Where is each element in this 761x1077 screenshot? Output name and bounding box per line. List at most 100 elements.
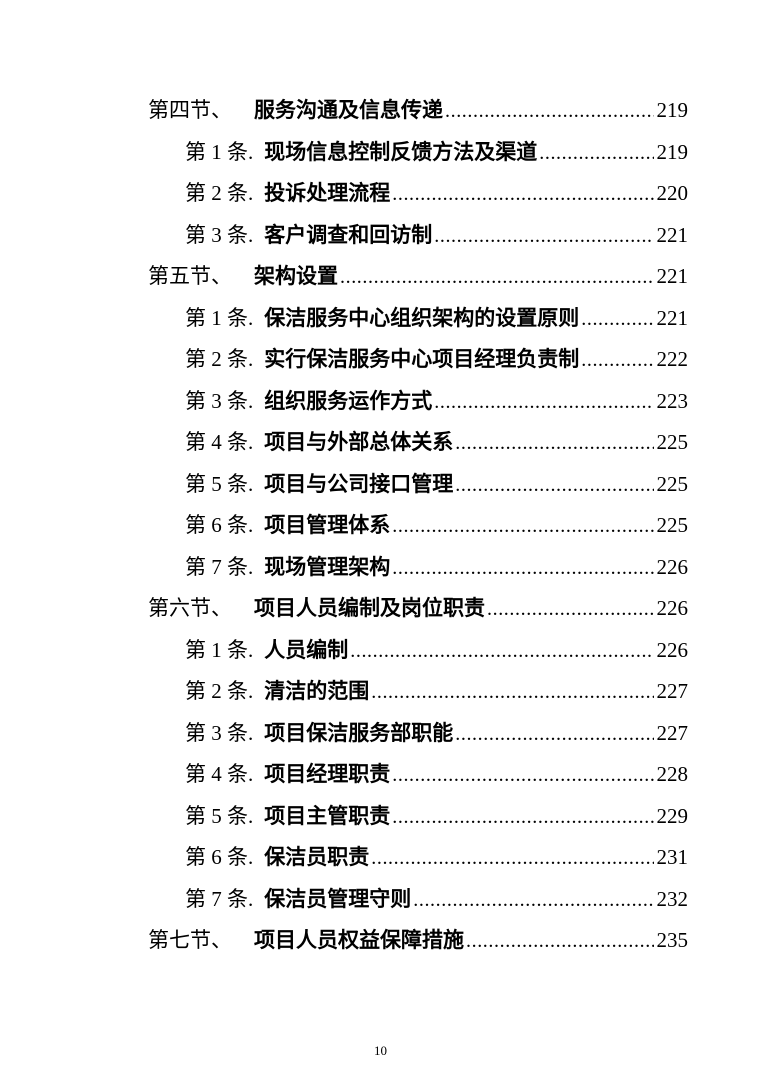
- toc-dot-leader: [455, 464, 653, 507]
- toc-entry[interactable]: 第六节、 项目人员编制及岗位职责 226: [148, 588, 688, 630]
- toc-entry-title: 投诉处理流程: [264, 181, 391, 205]
- toc-entry[interactable]: 第 2 条. 投诉处理流程 220: [148, 173, 688, 215]
- toc-entry-title: 保洁员职责: [264, 845, 370, 869]
- toc-entry-label: 第 3 条.: [185, 720, 254, 745]
- toc-entry[interactable]: 第 4 条. 项目经理职责 228: [148, 754, 688, 796]
- toc-entry-title: 项目管理体系: [264, 513, 391, 537]
- toc-entry-label: 第 2 条.: [185, 679, 254, 703]
- toc-dot-leader: [340, 256, 654, 299]
- toc-entry-page: 235: [656, 928, 689, 952]
- toc-entry-title: 现场管理架构: [264, 554, 391, 579]
- toc-entry[interactable]: 第 4 条. 项目与外部总体关系 225: [148, 422, 688, 464]
- toc-entry-page: 221: [656, 264, 689, 288]
- toc-entry-page: 228: [656, 762, 689, 786]
- toc-dot-leader: [434, 215, 653, 258]
- toc-entry-page: 221: [656, 305, 689, 330]
- toc-entry-title: 项目与公司接口管理: [264, 471, 454, 496]
- toc-entry-label: 第 2 条.: [185, 347, 254, 371]
- toc-entry-label: 第 4 条.: [185, 430, 254, 454]
- toc-dot-leader: [350, 630, 653, 673]
- toc-entry-page: 231: [656, 845, 689, 869]
- toc-entry-title: 项目与外部总体关系: [264, 430, 454, 454]
- toc-dot-leader: [392, 173, 653, 216]
- toc-entry-title: 现场信息控制反馈方法及渠道: [264, 139, 538, 164]
- toc-entry-page: 223: [656, 388, 689, 413]
- toc-entry-label: 第五节、: [148, 264, 232, 288]
- toc-dot-leader: [581, 339, 653, 382]
- toc-dot-leader: [392, 547, 653, 590]
- toc-entry-page: 225: [656, 430, 689, 454]
- toc-entry-title: 项目人员权益保障措施: [254, 928, 464, 952]
- toc-entry-label: 第 1 条.: [185, 139, 254, 164]
- toc-entry-page: 225: [656, 513, 689, 537]
- toc-entry-title: 服务沟通及信息传递: [254, 98, 443, 122]
- toc-dot-leader: [413, 879, 653, 922]
- toc-entry-title: 项目主管职责: [264, 803, 391, 828]
- toc-dot-leader: [371, 671, 653, 714]
- toc-entry-title: 人员编制: [264, 637, 349, 662]
- toc-entry-title: 项目保洁服务部职能: [264, 720, 454, 745]
- toc-entry-page: 232: [656, 886, 689, 911]
- toc-dot-leader: [392, 796, 653, 839]
- toc-entry-label: 第 2 条.: [185, 181, 254, 205]
- toc-entry-label: 第 3 条.: [185, 388, 254, 413]
- toc-dot-leader: [539, 132, 653, 175]
- toc-entry-title: 实行保洁服务中心项目经理负责制: [264, 347, 580, 371]
- toc-entry-page: 225: [656, 471, 689, 496]
- page-number: 10: [374, 1043, 387, 1058]
- toc-entry[interactable]: 第 6 条. 保洁员职责 231: [148, 837, 688, 879]
- toc-dot-leader: [455, 422, 653, 465]
- toc-dot-leader: [487, 588, 654, 631]
- toc-entry-label: 第六节、: [148, 596, 232, 620]
- toc-entry[interactable]: 第 3 条. 客户调查和回访制 221: [148, 215, 688, 257]
- toc-entry-page: 226: [656, 596, 689, 620]
- toc-entry-label: 第七节、: [148, 928, 232, 952]
- toc-entry[interactable]: 第七节、 项目人员权益保障措施 235: [148, 920, 688, 962]
- toc-entry[interactable]: 第四节、 服务沟通及信息传递 219: [148, 90, 688, 132]
- toc-entry[interactable]: 第 7 条. 保洁员管理守则 232: [148, 879, 688, 921]
- toc-entry-page: 227: [656, 720, 689, 745]
- toc-entry[interactable]: 第 2 条. 清洁的范围 227: [148, 671, 688, 713]
- toc-dot-leader: [455, 713, 653, 756]
- toc-dot-leader: [466, 920, 654, 963]
- page-footer: 10: [0, 1043, 761, 1059]
- toc-dot-leader: [371, 837, 653, 880]
- toc-entry-label: 第 4 条.: [185, 762, 254, 786]
- toc-entry[interactable]: 第 2 条. 实行保洁服务中心项目经理负责制 222: [148, 339, 688, 381]
- toc-entry[interactable]: 第 1 条. 人员编制 226: [148, 630, 688, 672]
- toc-dot-leader: [392, 505, 653, 548]
- toc-entry-title: 客户调查和回访制: [264, 222, 433, 247]
- toc-dot-leader: [581, 298, 653, 341]
- toc-entry-label: 第四节、: [148, 98, 232, 122]
- toc-entry-label: 第 6 条.: [185, 513, 254, 537]
- toc-entry-label: 第 7 条.: [185, 886, 254, 911]
- toc-entry[interactable]: 第 3 条. 项目保洁服务部职能 227: [148, 713, 688, 755]
- toc-entry-page: 219: [656, 139, 689, 164]
- toc-entry-title: 架构设置: [254, 264, 338, 288]
- toc-entry-label: 第 3 条.: [185, 222, 254, 247]
- toc-entry[interactable]: 第 5 条. 项目与公司接口管理 225: [148, 464, 688, 506]
- toc-dot-leader: [392, 754, 653, 797]
- toc-entry-label: 第 5 条.: [185, 471, 254, 496]
- toc-entry[interactable]: 第五节、 架构设置 221: [148, 256, 688, 298]
- toc-entry[interactable]: 第 5 条. 项目主管职责 229: [148, 796, 688, 838]
- toc-entry[interactable]: 第 6 条. 项目管理体系 225: [148, 505, 688, 547]
- toc-entry-page: 227: [656, 679, 689, 703]
- toc-entry-page: 219: [656, 98, 689, 122]
- toc-dot-leader: [445, 90, 654, 133]
- table-of-contents: 第四节、 服务沟通及信息传递 219 第 1 条. 现场信息控制反馈方法及渠道 …: [148, 90, 688, 962]
- toc-entry-page: 226: [656, 637, 689, 662]
- toc-entry[interactable]: 第 1 条. 保洁服务中心组织架构的设置原则 221: [148, 298, 688, 340]
- toc-entry-label: 第 1 条.: [185, 305, 254, 330]
- toc-entry[interactable]: 第 7 条. 现场管理架构 226: [148, 547, 688, 589]
- toc-dot-leader: [434, 381, 653, 424]
- toc-entry-page: 229: [656, 803, 689, 828]
- toc-entry-title: 项目人员编制及岗位职责: [254, 596, 485, 620]
- toc-entry-page: 221: [656, 222, 689, 247]
- toc-entry-page: 226: [656, 554, 689, 579]
- toc-entry[interactable]: 第 3 条. 组织服务运作方式 223: [148, 381, 688, 423]
- toc-entry-label: 第 1 条.: [185, 637, 254, 662]
- toc-entry[interactable]: 第 1 条. 现场信息控制反馈方法及渠道 219: [148, 132, 688, 174]
- toc-entry-title: 组织服务运作方式: [264, 388, 433, 413]
